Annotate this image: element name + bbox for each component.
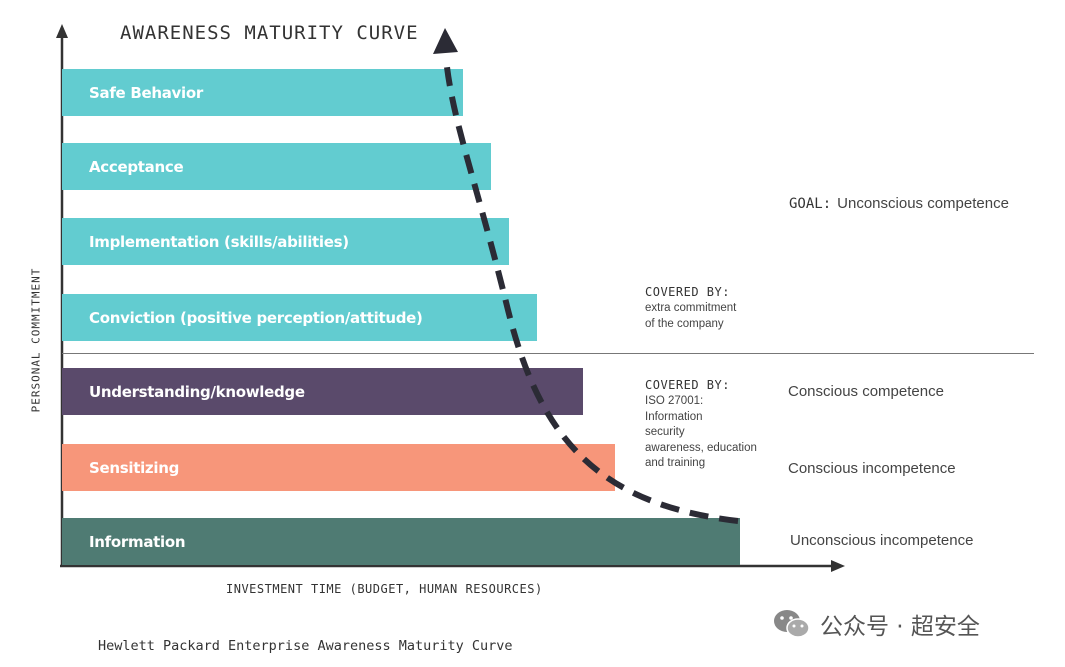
covered-upper-line: extra commitment — [645, 302, 737, 314]
bar-acceptance: Acceptance — [62, 143, 491, 190]
goal-text: Unconscious competence — [837, 195, 1009, 212]
bar-safe-behavior: Safe Behavior — [62, 69, 463, 116]
bar-understanding: Understanding/knowledge — [62, 368, 583, 415]
bar-label: Information — [89, 532, 186, 551]
watermark-text: 公众号 · 超安全 — [820, 614, 980, 640]
stage-unconscious-incompetence: Unconscious incompetence — [790, 532, 974, 549]
bar-label: Sensitizing — [89, 458, 180, 477]
bar-label: Implementation (skills/abilities) — [89, 232, 349, 251]
covered-lower-line: and training — [645, 457, 706, 469]
watermark: 公众号 · 超安全 — [772, 607, 980, 641]
stage-conscious-competence: Conscious competence — [788, 383, 944, 400]
wechat-icon — [774, 610, 810, 638]
x-axis-label: INVESTMENT TIME (BUDGET, HUMAN RESOURCES… — [226, 582, 543, 596]
stage-goal: GOAL: Unconscious competence — [789, 195, 1009, 212]
stage-conscious-incompetence: Conscious incompetence — [788, 460, 956, 477]
bar-label: Understanding/knowledge — [89, 382, 305, 401]
covered-lower-line: Information — [645, 410, 703, 423]
bar-label: Safe Behavior — [89, 83, 203, 102]
tier-divider — [62, 353, 1034, 354]
covered-upper-note: COVERED BY: extra commitment of the comp… — [645, 285, 736, 332]
x-axis-arrow — [831, 560, 845, 572]
bar-information: Information — [62, 518, 740, 565]
bar-sensitizing: Sensitizing — [62, 444, 615, 491]
y-axis-label: PERSONAL COMMITMENT — [29, 267, 43, 413]
covered-upper-title: COVERED BY: — [645, 285, 730, 299]
diagram-title: AWARENESS MATURITY CURVE — [120, 22, 419, 44]
bar-conviction: Conviction (positive perception/attitude… — [62, 294, 537, 341]
goal-prefix: GOAL: — [789, 196, 832, 212]
y-axis-arrow — [56, 24, 68, 38]
bar-label: Conviction (positive perception/attitude… — [89, 308, 423, 327]
covered-lower-note: COVERED BY: ISO 27001: Information secur… — [645, 378, 757, 472]
covered-lower-line: security — [645, 426, 685, 438]
bar-label: Acceptance — [89, 157, 184, 176]
figure-caption: Hewlett Packard Enterprise Awareness Mat… — [98, 638, 513, 654]
bar-implementation: Implementation (skills/abilities) — [62, 218, 509, 265]
covered-lower-line: ISO 27001: — [645, 395, 704, 407]
covered-lower-title: COVERED BY: — [645, 378, 730, 392]
covered-upper-line: of the company — [645, 317, 724, 330]
covered-lower-line: awareness, education — [645, 441, 757, 454]
